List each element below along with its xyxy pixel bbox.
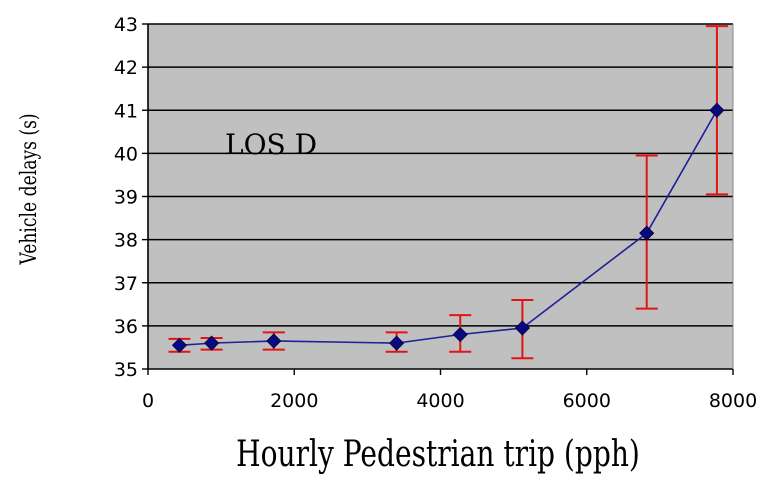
x-tick-label-4000: 4000 [416, 390, 464, 412]
data-point-2 [266, 333, 282, 349]
annotation-los-d: LOS D [225, 128, 317, 161]
x-tick-labels: 0 2000 4000 6000 8000 [142, 390, 757, 412]
data-point-4 [452, 326, 468, 343]
data-points [171, 102, 725, 353]
y-tick-label-37: 37 [114, 273, 138, 295]
y-tick-label-35: 35 [114, 359, 138, 381]
data-point-1 [204, 335, 220, 351]
data-point-5 [514, 320, 530, 336]
grid-lines [148, 23, 733, 327]
data-point-3 [389, 335, 405, 351]
x-tick-label-6000: 6000 [563, 390, 611, 412]
axes [142, 23, 734, 375]
x-tick-label-0: 0 [142, 390, 154, 412]
y-tick-label-41: 41 [114, 100, 138, 122]
y-tick-labels: 35 36 37 38 39 40 41 42 43 [114, 14, 138, 381]
data-point-6 [639, 225, 655, 241]
y-tick-label-39: 39 [114, 187, 138, 209]
y-tick-label-43: 43 [114, 14, 138, 36]
data-point-7 [709, 102, 725, 118]
y-tick-label-42: 42 [114, 57, 138, 79]
x-tick-label-2000: 2000 [270, 390, 318, 412]
y-tick-label-38: 38 [114, 230, 138, 252]
x-tick-label-8000: 8000 [709, 390, 757, 412]
series-line [179, 109, 718, 347]
y-axis-label: Vehicle delays (s) [16, 113, 42, 265]
data-point-0 [171, 337, 188, 353]
y-tick-label-36: 36 [114, 316, 138, 338]
x-axis-label: Hourly Pedestrian trip (pph) [236, 433, 640, 475]
y-tick-label-40: 40 [114, 143, 138, 165]
